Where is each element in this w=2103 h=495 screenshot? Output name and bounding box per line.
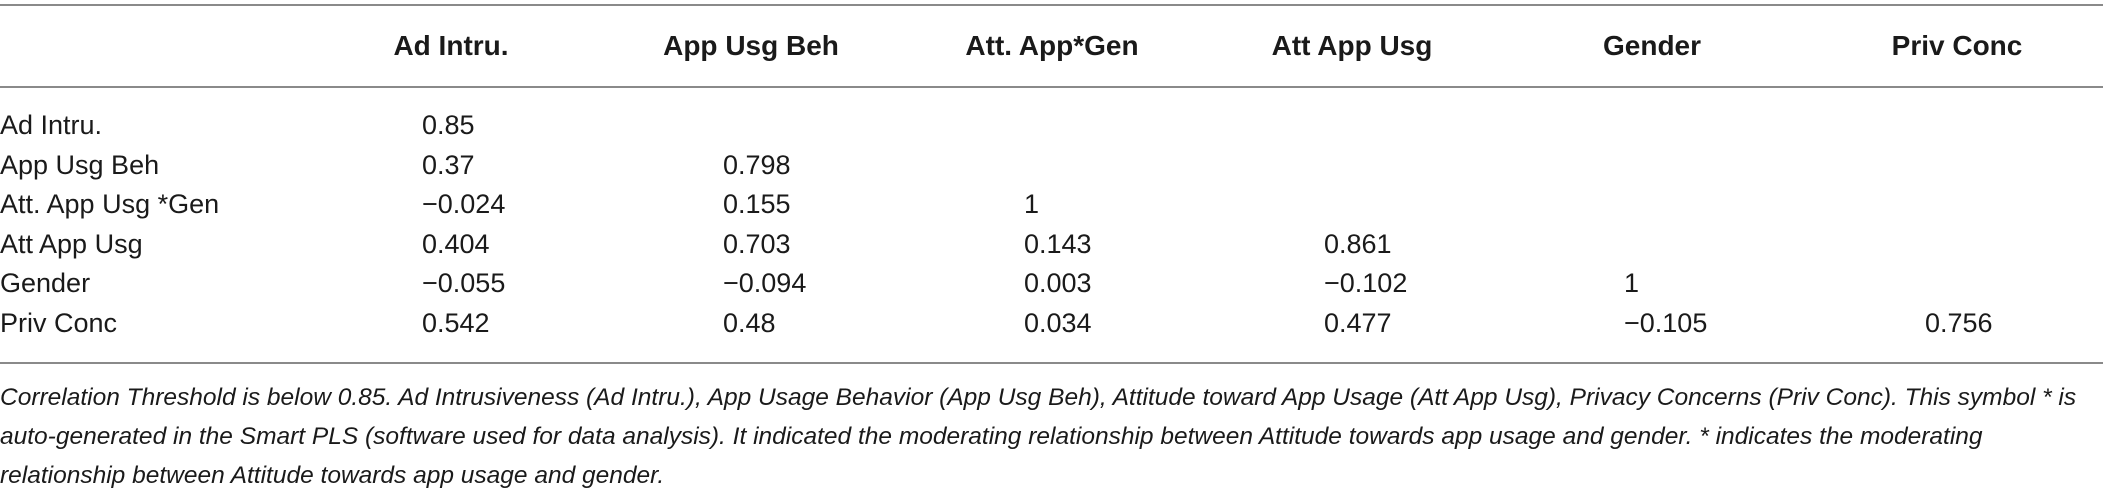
table-row: Att App Usg 0.404 0.703 0.143 0.861 bbox=[0, 225, 2103, 265]
table-cell: 0.034 bbox=[1024, 307, 1092, 338]
table-cell: 0.37 bbox=[422, 149, 475, 180]
table-cell: 0.861 bbox=[1324, 228, 1392, 259]
row-label: Gender bbox=[0, 268, 91, 299]
table-cell: 0.143 bbox=[1024, 228, 1092, 259]
table-cell: 0.542 bbox=[422, 307, 490, 338]
table-cell: −0.024 bbox=[422, 189, 506, 220]
table-row: Ad Intru. 0.85 bbox=[0, 106, 2103, 146]
table-top-rule bbox=[0, 4, 2103, 6]
table-header-row: Ad Intru. App Usg Beh Att. App*Gen Att A… bbox=[0, 26, 2103, 66]
table-body: Ad Intru. 0.85 App Usg Beh 0.37 0.798 At… bbox=[0, 106, 2103, 344]
row-label: Att. App Usg *Gen bbox=[0, 189, 220, 220]
table-row: Priv Conc 0.542 0.48 0.034 0.477 −0.105 … bbox=[0, 304, 2103, 344]
table-cell: 0.48 bbox=[723, 307, 776, 338]
row-label: App Usg Beh bbox=[0, 149, 160, 180]
table-row: App Usg Beh 0.37 0.798 bbox=[0, 146, 2103, 186]
table-cell: 0.003 bbox=[1024, 268, 1092, 299]
table-cell: 0.798 bbox=[723, 149, 791, 180]
table-cell: −0.055 bbox=[422, 268, 506, 299]
header-app-usg-beh: App Usg Beh bbox=[663, 30, 839, 61]
row-label: Att App Usg bbox=[0, 228, 143, 259]
table-cell: 0.477 bbox=[1324, 307, 1392, 338]
table-cell: 0.703 bbox=[723, 228, 791, 259]
table-cell: 0.756 bbox=[1925, 307, 1993, 338]
table-cell: 0.85 bbox=[422, 110, 475, 140]
header-gender: Gender bbox=[1602, 30, 1702, 61]
table-header-rule bbox=[0, 86, 2103, 88]
table-row: Att. App Usg *Gen −0.024 0.155 1 bbox=[0, 185, 2103, 225]
table-cell: 1 bbox=[1624, 268, 1640, 299]
table-footnote: Correlation Threshold is below 0.85. Ad … bbox=[0, 384, 2077, 489]
table-cell: −0.094 bbox=[723, 268, 807, 299]
header-ad-intru: Ad Intru. bbox=[393, 30, 509, 61]
header-att-app-usg: Att App Usg bbox=[1271, 30, 1433, 61]
table-cell: −0.102 bbox=[1324, 268, 1408, 299]
table-cell: 0.404 bbox=[422, 228, 490, 259]
table-bottom-rule bbox=[0, 362, 2103, 364]
table-row: Gender −0.055 −0.094 0.003 −0.102 1 bbox=[0, 264, 2103, 304]
table-cell: 0.155 bbox=[723, 189, 791, 220]
row-label: Ad Intru. bbox=[0, 110, 103, 140]
header-att-app-gen: Att. App*Gen bbox=[965, 30, 1139, 61]
table-cell: −0.105 bbox=[1624, 307, 1708, 338]
header-priv-conc: Priv Conc bbox=[1891, 30, 2023, 61]
table-cell: 1 bbox=[1024, 189, 1040, 220]
row-label: Priv Conc bbox=[0, 307, 118, 338]
